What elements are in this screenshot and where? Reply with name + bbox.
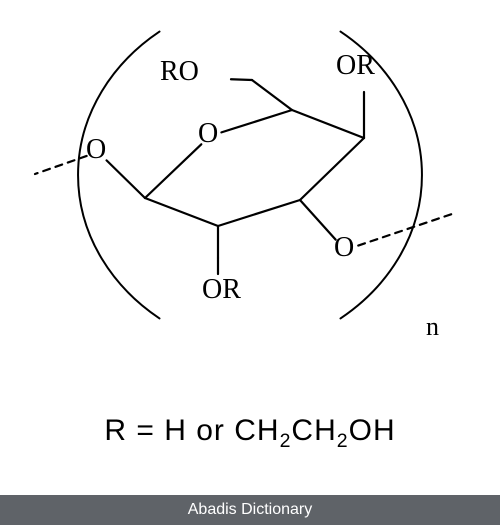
label-or-bottom: OR	[202, 274, 241, 306]
label-o-left: O	[86, 134, 106, 166]
label-repeat-n: n	[426, 312, 439, 342]
formula-prefix: R = H or CH	[104, 414, 279, 447]
chemical-diagram: O O O OR RO OR n R = H or CH2CH2OH	[0, 0, 500, 495]
label-o-ring: O	[198, 118, 218, 150]
formula-sub1: 2	[280, 430, 292, 452]
formula-sub2: 2	[337, 430, 349, 452]
formula-suffix: OH	[349, 414, 396, 447]
r-group-definition: R = H or CH2CH2OH	[0, 414, 500, 453]
footer-text: Abadis Dictionary	[188, 501, 313, 519]
formula-mid: CH	[291, 414, 336, 447]
label-o-right: O	[334, 232, 354, 264]
label-or-top: OR	[336, 50, 375, 82]
footer-bar: Abadis Dictionary	[0, 495, 500, 525]
label-ro-top: RO	[160, 56, 199, 88]
